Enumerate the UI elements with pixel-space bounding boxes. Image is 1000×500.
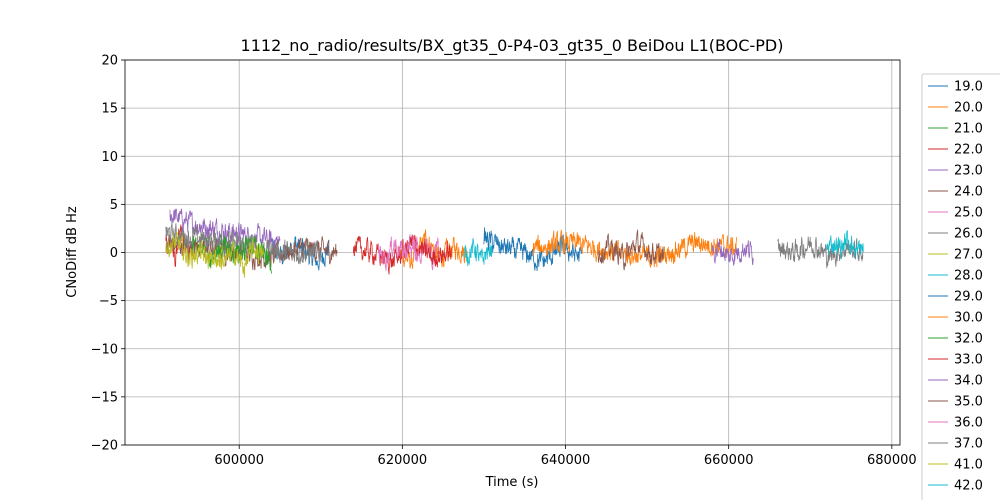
x-tick-label: 640000	[541, 453, 591, 468]
legend-entry: 42.0	[954, 479, 983, 494]
ticks: 600000 620000 640000 660000 680000 −20 −15 −10 −…	[91, 54, 917, 469]
series-line	[826, 229, 864, 260]
legend-entry: 19.0	[954, 80, 983, 95]
y-tick-label: 10	[101, 150, 118, 165]
legend-entry: 36.0	[954, 416, 983, 431]
series-line	[214, 235, 273, 274]
y-tick-label: −5	[99, 294, 118, 309]
y-axis-label: CNoDiff dB Hz	[65, 206, 80, 298]
legend-entry: 25.0	[954, 206, 983, 221]
chart-title: 1112_no_radio/results/BX_gt35_0-P4-03_gt…	[241, 36, 784, 56]
series-line	[597, 229, 664, 271]
y-tick-label: 20	[101, 54, 118, 69]
legend-entry: 20.0	[954, 101, 983, 116]
series-line	[463, 238, 493, 267]
legend-entry: 23.0	[954, 164, 983, 179]
x-tick-label: 680000	[867, 453, 917, 468]
x-tick-label: 620000	[378, 453, 428, 468]
legend-entry: 21.0	[954, 122, 983, 137]
legend-entry: 30.0	[954, 311, 983, 326]
legend-entry: 28.0	[954, 269, 983, 284]
x-tick-label: 600000	[214, 453, 264, 468]
x-axis-label: Time (s)	[485, 475, 539, 490]
series-line	[165, 230, 224, 270]
y-tick-label: 0	[110, 246, 118, 261]
y-tick-label: 5	[110, 198, 118, 213]
legend-entry: 24.0	[954, 185, 983, 200]
series-line	[214, 237, 265, 278]
y-tick-label: −10	[91, 342, 118, 357]
legend-entry: 34.0	[954, 374, 983, 389]
legend-entry: 37.0	[954, 437, 983, 452]
series-line	[532, 229, 738, 268]
plot-lines	[165, 208, 864, 278]
series-line	[777, 236, 864, 269]
legend-entry: 41.0	[954, 458, 983, 473]
legend-entry: 29.0	[954, 290, 983, 305]
y-tick-label: −15	[91, 390, 118, 405]
legend-entry: 33.0	[954, 353, 983, 368]
series-line	[712, 238, 754, 266]
legend-entry: 32.0	[954, 332, 983, 347]
legend-entry: 22.0	[954, 143, 983, 158]
series-line	[397, 229, 468, 270]
legend-box	[921, 73, 1000, 500]
series-line	[377, 234, 420, 272]
legend-entry: 26.0	[954, 227, 983, 242]
legend-entry: 27.0	[954, 248, 983, 263]
legend: 19.0 20.0 21.0 22.0 23.0 24.0 25.0 26.0 27.0 28.0…	[921, 73, 1000, 500]
legend-entry: 35.0	[954, 395, 983, 410]
series-line	[353, 234, 452, 275]
y-tick-label: −20	[91, 439, 118, 454]
y-tick-label: 15	[101, 102, 118, 117]
x-tick-label: 660000	[704, 453, 754, 468]
